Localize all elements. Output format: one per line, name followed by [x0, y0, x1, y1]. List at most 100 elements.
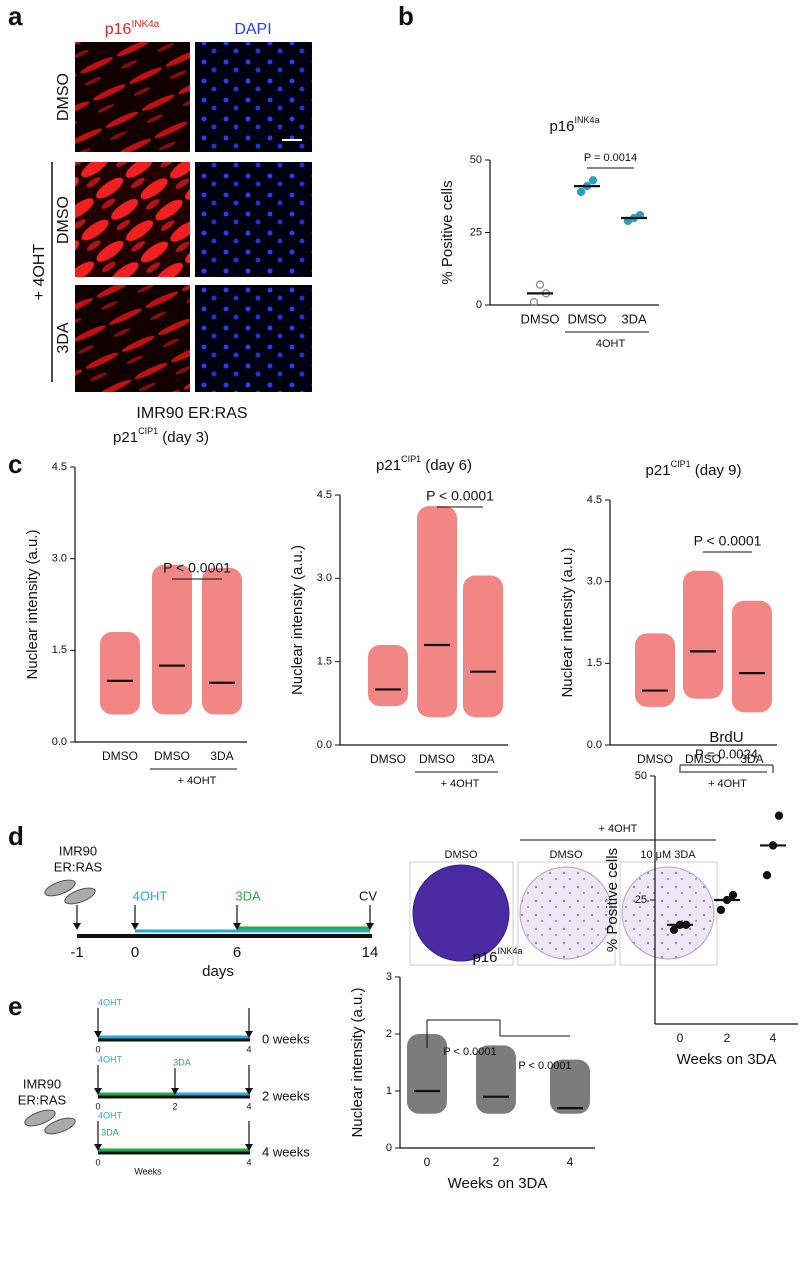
arrow-head	[233, 923, 241, 930]
x-tick-label: DMSO	[154, 749, 190, 763]
arrow-head	[245, 1144, 253, 1151]
title-sup: CIP1	[671, 459, 691, 469]
cell-line: IMR90	[23, 1076, 61, 1091]
point	[762, 871, 772, 880]
cell-line: IMR90	[59, 843, 97, 858]
point	[529, 297, 539, 307]
title: BrdU	[709, 729, 743, 746]
group-label: + 4OHT	[441, 778, 480, 790]
plate-label: 10 μM 3DA	[640, 849, 696, 861]
x-tick-label: DMSO	[637, 752, 673, 766]
y-tick-label: 50	[470, 154, 482, 166]
y-tick-label: 3.0	[587, 576, 602, 588]
x-tick-label: 2	[724, 1031, 731, 1045]
title-main: p21	[646, 462, 671, 479]
x-tick-label: 2	[493, 1155, 500, 1169]
p-value: P = 0.0024	[695, 746, 758, 761]
arrow-head	[73, 923, 81, 930]
arrow-head	[131, 923, 139, 930]
swarm	[417, 506, 457, 718]
schematic-text: 4OHT	[98, 997, 123, 1007]
group-label: + 4OHT	[178, 775, 217, 787]
title-main: p21	[113, 429, 138, 446]
p-value: P < 0.0001	[694, 533, 762, 549]
y-tick-label: 4.5	[52, 461, 67, 473]
y-tick-label: 1.5	[52, 644, 67, 656]
schematic-text: 0	[95, 1101, 100, 1111]
header-main: p16	[105, 21, 132, 38]
y-tick-label: 0.0	[52, 736, 67, 748]
title-main: p16	[472, 949, 497, 966]
group-label: 4OHT	[596, 338, 626, 350]
swarm	[100, 632, 140, 715]
y-tick-label: 25	[470, 226, 482, 238]
title-main: p16	[549, 118, 574, 135]
image	[195, 285, 312, 392]
title: p21CIP1 (day 3)	[113, 426, 209, 446]
schematic-text: 4	[246, 1101, 251, 1111]
y-tick-label: 1.5	[317, 656, 332, 668]
schematic-text: 4	[246, 1157, 251, 1167]
x-tick-label: 3DA	[471, 752, 494, 766]
title-sup: CIP1	[401, 454, 421, 464]
point	[669, 925, 679, 934]
x-axis-label: days	[202, 963, 234, 980]
y-tick-label: 2	[386, 1028, 392, 1040]
micrographs	[51, 42, 312, 392]
x-tick-label: 3DA	[740, 752, 763, 766]
timeline-tick: 14	[362, 944, 379, 961]
y-tick-label: 1.5	[587, 657, 602, 669]
x-tick-label: DMSO	[685, 752, 721, 766]
cell-line: ER:RAS	[54, 859, 103, 874]
arrow-head	[245, 1031, 253, 1038]
schematic-text: 4OHT	[98, 1054, 123, 1064]
schematic-text: 0	[95, 1044, 100, 1054]
cell-line: ER:RAS	[18, 1092, 67, 1107]
group-label: + 4OHT	[708, 778, 747, 790]
x-axis-label: Weeks on 3DA	[448, 1175, 548, 1192]
y-axis-label: Nuclear intensity (a.u.)	[559, 547, 576, 697]
group-label: + 4OHT	[31, 244, 48, 301]
schematic-text: 3DA	[173, 1057, 191, 1067]
timeline-tick: 0	[131, 944, 139, 961]
image	[195, 162, 312, 277]
p-value: P < 0.0001	[518, 1060, 571, 1072]
y-tick-label: 0.0	[317, 739, 332, 751]
point	[728, 890, 738, 900]
x-tick-label: 0	[677, 1031, 684, 1045]
panel-letter: c	[8, 449, 22, 479]
p-value: P < 0.0001	[163, 560, 231, 576]
x-tick-label: DMSO	[419, 752, 455, 766]
plates	[409, 861, 718, 966]
schematic-text: 2	[172, 1101, 177, 1111]
x-tick-label: 4	[567, 1155, 574, 1169]
arrow-head	[94, 1088, 102, 1095]
timeline-tick: 6	[233, 944, 241, 961]
swarm	[202, 567, 242, 715]
title-sup: INK4a	[498, 946, 523, 956]
panel-letter: e	[8, 991, 22, 1021]
column-header: DAPI	[234, 21, 271, 38]
y-tick-label: 25	[635, 894, 647, 906]
title-sup: INK4a	[575, 115, 600, 125]
title-main: p21	[376, 457, 401, 474]
y-axis-label: Nuclear intensity (a.u.)	[289, 545, 306, 695]
point	[716, 905, 726, 915]
row-label: 2 weeks	[262, 1088, 310, 1103]
arrow-head	[171, 1088, 179, 1095]
swarm	[407, 1034, 447, 1114]
swarm	[152, 564, 192, 715]
y-tick-label: 0	[386, 1142, 392, 1154]
row-label: DMSO	[55, 73, 72, 121]
row-label: 3DA	[55, 322, 72, 353]
plate-label: DMSO	[445, 849, 478, 861]
x-tick-label: 4	[770, 1031, 777, 1045]
treatment: 3DA	[235, 888, 261, 903]
y-tick-label: 0.0	[587, 739, 602, 751]
caption: IMR90 ER:RAS	[136, 405, 247, 422]
swarm	[463, 575, 503, 718]
point	[774, 811, 784, 820]
title-tail: (day 9)	[691, 462, 742, 479]
x-tick-label: DMSO	[102, 749, 138, 763]
swarm	[368, 645, 408, 707]
